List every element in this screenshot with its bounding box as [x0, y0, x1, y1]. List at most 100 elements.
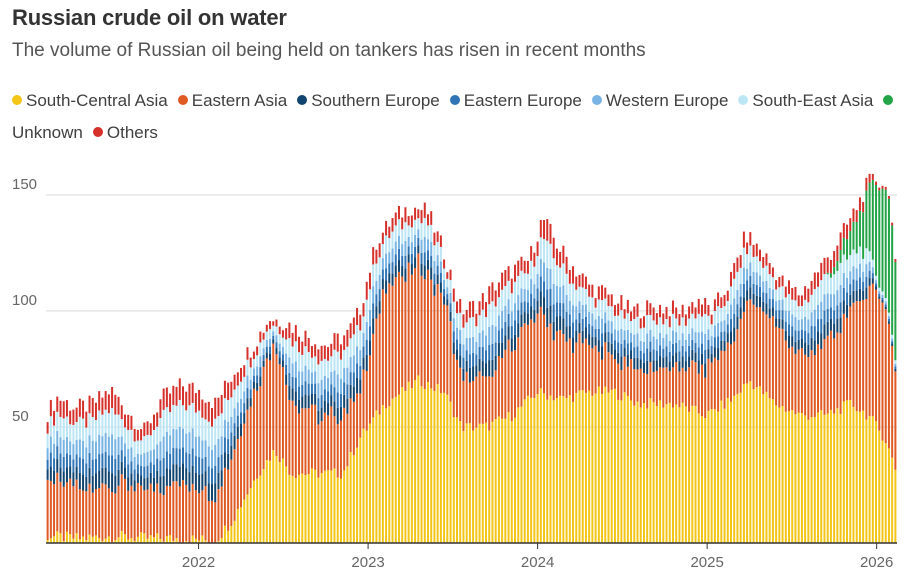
bar-segment-eastern-asia: [53, 484, 56, 537]
bar-stack: [597, 286, 600, 543]
bar-segment-south-central-asia: [691, 405, 694, 543]
bar-segment-south-central-asia: [514, 417, 517, 543]
bar-segment-south-central-asia: [191, 535, 194, 543]
bar-segment-others: [665, 306, 668, 320]
bar-segment-south-central-asia: [462, 431, 465, 543]
bar-stack: [804, 286, 807, 543]
bar-segment-southern-europe: [53, 470, 56, 485]
bar-segment-southern-europe: [227, 453, 230, 470]
bar-segment-south-central-asia: [49, 538, 52, 543]
bar-segment-south-east-asia: [104, 409, 107, 434]
bar-segment-western-europe: [852, 266, 855, 280]
bar-segment-south-central-asia: [862, 410, 865, 543]
bar-segment-eastern-asia: [175, 481, 178, 539]
bar-segment-southern-europe: [307, 395, 310, 409]
bar-segment-eastern-asia: [668, 371, 671, 403]
bar-segment-others: [198, 389, 201, 411]
bar-stack: [855, 210, 858, 543]
bar-segment-southern-europe: [449, 311, 452, 322]
bar-segment-others: [797, 295, 800, 307]
bar-segment-western-europe: [865, 264, 868, 277]
bar-segment-eastern-europe: [356, 363, 359, 378]
bar-segment-eastern-asia: [884, 309, 887, 444]
bar-stack: [536, 241, 539, 543]
bar-segment-southern-europe: [555, 316, 558, 332]
bar-segment-eastern-europe: [385, 268, 388, 281]
bar-segment-south-east-asia: [94, 420, 97, 442]
bar-segment-western-europe: [275, 335, 278, 343]
bar-segment-southern-europe: [646, 360, 649, 375]
bar-segment-southern-europe: [468, 367, 471, 383]
bar-segment-eastern-asia: [813, 355, 816, 418]
bar-segment-eastern-europe: [720, 331, 723, 341]
bar-segment-southern-europe: [452, 342, 455, 355]
bar-segment-southern-europe: [352, 386, 355, 402]
bar-segment-others: [697, 298, 700, 314]
bar-stack: [307, 338, 310, 543]
bar-segment-others: [620, 295, 623, 311]
bar-segment-south-central-asia: [46, 540, 49, 543]
bar-segment-southern-europe: [623, 348, 626, 357]
bar-stack: [700, 304, 703, 543]
bar-stack: [191, 382, 194, 543]
bar-segment-eastern-asia: [156, 483, 159, 534]
bar-segment-western-europe: [665, 334, 668, 347]
bar-segment-eastern-europe: [762, 292, 765, 302]
bar-segment-south-central-asia: [301, 473, 304, 543]
legend-item-south-east-asia: South-East Asia: [738, 91, 873, 110]
bar-stack: [572, 266, 575, 543]
bar-segment-eastern-asia: [720, 350, 723, 401]
bar-segment-south-east-asia: [291, 346, 294, 364]
bar-segment-eastern-asia: [191, 483, 194, 536]
bar-segment-south-east-asia: [775, 289, 778, 302]
bar-stack: [865, 177, 868, 543]
bar-stack: [365, 281, 368, 543]
bar-segment-others: [836, 245, 839, 261]
bar-segment-south-central-asia: [746, 383, 749, 543]
bar-stack: [169, 393, 172, 543]
bar-segment-unknown: [894, 261, 897, 361]
bar-segment-south-east-asia: [346, 346, 349, 368]
bar-segment-south-east-asia: [156, 426, 159, 445]
bar-segment-eastern-europe: [339, 393, 342, 407]
bar-segment-south-east-asia: [713, 311, 716, 326]
bar-segment-western-europe: [842, 273, 845, 288]
bar-segment-south-central-asia: [739, 392, 742, 543]
bar-segment-eastern-europe: [655, 350, 658, 361]
bar-segment-others: [298, 336, 301, 353]
bar-segment-western-europe: [246, 375, 249, 388]
bar-segment-south-central-asia: [401, 387, 404, 543]
bar-segment-south-central-asia: [423, 388, 426, 543]
bar-segment-south-east-asia: [101, 414, 104, 437]
bar-segment-eastern-europe: [613, 340, 616, 350]
bar-segment-others: [852, 208, 855, 222]
bar-segment-western-europe: [252, 368, 255, 376]
bar-segment-eastern-asia: [675, 362, 678, 405]
bar-segment-south-central-asia: [855, 411, 858, 543]
bar-stack: [352, 317, 355, 543]
bar-segment-eastern-europe: [75, 454, 78, 467]
bar-stack: [120, 405, 123, 543]
bar-segment-south-central-asia: [539, 388, 542, 543]
bar-segment-western-europe: [768, 287, 771, 299]
bar-segment-others: [568, 269, 571, 284]
bar-segment-south-east-asia: [601, 300, 604, 319]
bar-stack: [397, 206, 400, 543]
x-axis-ticks: 2022 2023 2024 2025 2026: [182, 543, 893, 571]
bar-segment-eastern-europe: [56, 446, 59, 460]
bar-segment-others: [565, 256, 568, 274]
bar-segment-eastern-asia: [768, 318, 771, 399]
bar-segment-eastern-europe: [494, 342, 497, 356]
bar-segment-south-east-asia: [539, 237, 542, 260]
bar-segment-south-east-asia: [671, 313, 674, 331]
bar-segment-southern-europe: [871, 278, 874, 284]
bar-stack: [671, 300, 674, 543]
bar-stack: [710, 314, 713, 543]
bar-stack: [891, 222, 894, 543]
bar-stack: [375, 249, 378, 543]
bar-stack: [88, 395, 91, 543]
bar-stack: [578, 274, 581, 543]
bar-stack: [546, 219, 549, 543]
bar-segment-eastern-europe: [201, 458, 204, 474]
bar-segment-eastern-asia: [227, 469, 230, 531]
